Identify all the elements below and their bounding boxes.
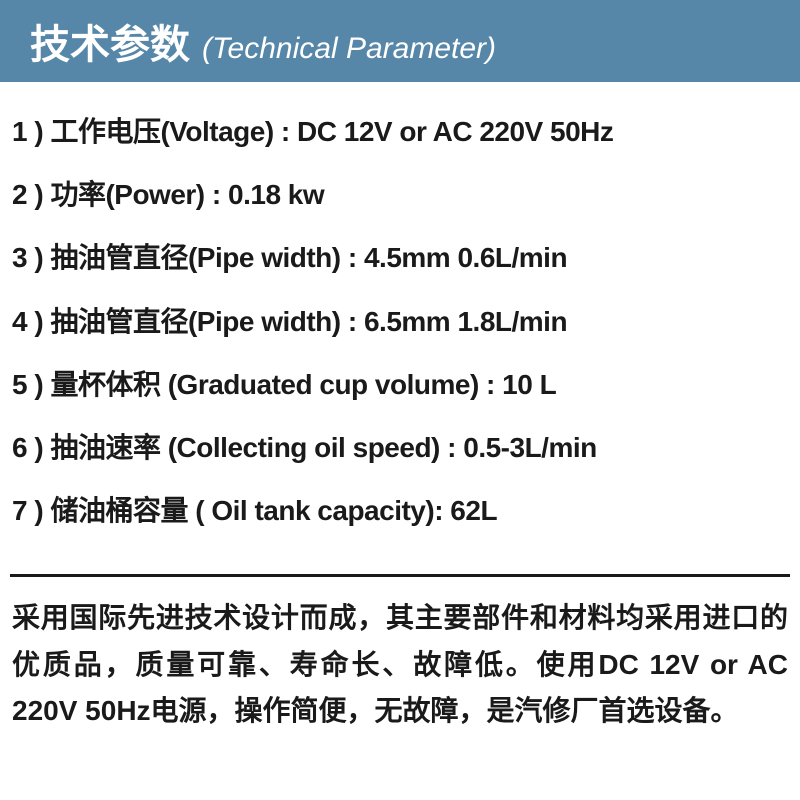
spec-row: 2 ) 功率(Power) : 0.18 kw	[12, 175, 788, 214]
header-title-cn: 技术参数	[30, 12, 190, 70]
header-bar: 技术参数 (Technical Parameter)	[0, 0, 800, 82]
spec-row: 4 ) 抽油管直径(Pipe width) : 6.5mm 1.8L/min	[12, 302, 788, 341]
header-title-en: (Technical Parameter)	[202, 32, 496, 66]
spec-row: 1 ) 工作电压(Voltage) : DC 12V or AC 220V 50…	[12, 112, 788, 151]
spec-row: 7 ) 储油桶容量 ( Oil tank capacity): 62L	[12, 491, 788, 530]
spec-row: 6 ) 抽油速率 (Collecting oil speed) : 0.5-3L…	[12, 428, 788, 467]
spec-row: 5 ) 量杯体积 (Graduated cup volume) : 10 L	[12, 365, 788, 404]
specs-list: 1 ) 工作电压(Voltage) : DC 12V or AC 220V 50…	[0, 82, 800, 566]
section-divider	[10, 574, 790, 577]
spec-row: 3 ) 抽油管直径(Pipe width) : 4.5mm 0.6L/min	[12, 238, 788, 277]
description-text: 采用国际先进技术设计而成，其主要部件和材料均采用进口的优质品，质量可靠、寿命长、…	[0, 595, 800, 754]
